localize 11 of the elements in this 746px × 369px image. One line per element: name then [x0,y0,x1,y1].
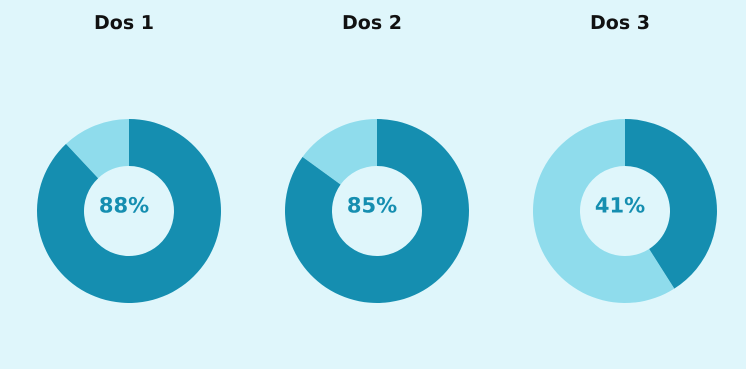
donut-slice [302,119,377,185]
donut-slice [37,119,221,303]
chart-title: Dos 2 [341,12,403,34]
text: 85% [346,193,398,218]
text: 88% [98,193,150,218]
donut-slice [66,119,129,178]
chart-title: Dos 3 [589,12,651,34]
text: 41% [594,193,646,218]
donut-slice [285,119,469,303]
chart-title: Dos 1 [93,12,155,34]
donut-slice [533,119,674,303]
